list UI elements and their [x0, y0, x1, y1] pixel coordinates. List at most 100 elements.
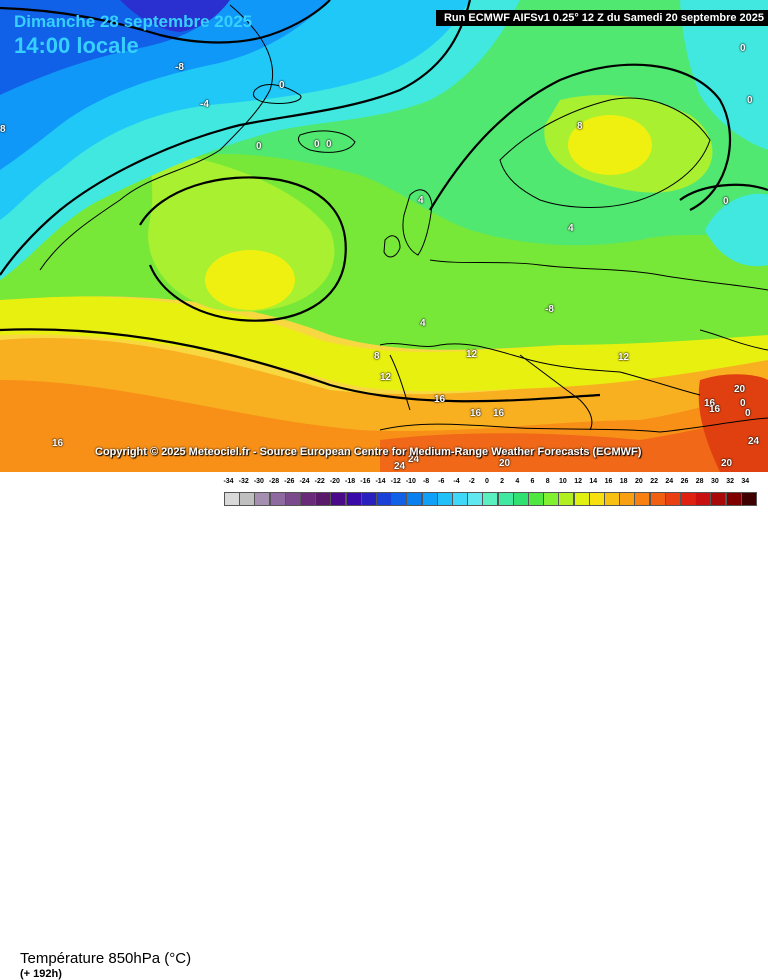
isotherm-label: 16	[493, 408, 505, 419]
scale-tick-label: -2	[468, 478, 475, 485]
isotherm-12	[0, 328, 601, 403]
central-europe-coast	[429, 259, 768, 291]
scale-swatch	[543, 492, 560, 506]
scale-swatch	[406, 492, 423, 506]
band-12	[0, 296, 768, 392]
scale-swatch	[254, 492, 271, 506]
scale-swatch	[300, 492, 316, 506]
isotherm-0	[0, 0, 472, 276]
scale-tick-label: 2	[500, 478, 505, 485]
scale-tick-label: -6	[438, 478, 445, 485]
warm-band-24	[380, 410, 768, 472]
scale-swatch	[224, 492, 240, 506]
isotherm-label: 0	[723, 196, 729, 207]
isotherm-0-east	[679, 183, 768, 201]
warm-band-turkey	[698, 374, 768, 472]
italy-coast	[519, 354, 593, 431]
isotherm-label: 20	[721, 458, 733, 469]
isotherm-label: 0	[740, 398, 746, 409]
temperature-map: Dimanche 28 septembre 2025 14:00 locale …	[0, 0, 768, 472]
cold-pocket-northeast	[680, 0, 768, 150]
scale-tick-label: -28	[269, 478, 280, 485]
scale-tick-label: 20	[634, 478, 643, 485]
scale-swatch	[345, 492, 362, 506]
scale-tick-label: -32	[238, 478, 249, 485]
scale-swatch	[740, 492, 757, 506]
isotherm-label: 12	[466, 349, 478, 360]
scale-tick-label: -26	[284, 478, 295, 485]
scale-swatch	[619, 492, 636, 506]
forecast-date: Dimanche 28 septembre 2025	[14, 12, 253, 31]
isotherm-label: 12	[380, 372, 392, 383]
isotherm-label: 4	[420, 318, 426, 329]
isotherm-label: 24	[394, 461, 406, 472]
scale-tick-label: -14	[375, 478, 386, 485]
scale-swatch	[649, 492, 666, 506]
scale-swatch	[330, 492, 347, 506]
forecast-time: 14:00 locale	[14, 33, 139, 58]
isotherm-label: -8	[175, 62, 184, 73]
map-canvas	[0, 0, 768, 472]
black-sea-coast	[699, 329, 768, 351]
scale-swatch	[528, 492, 544, 506]
scale-swatch	[725, 492, 742, 506]
scale-swatch	[573, 492, 590, 506]
ireland-coast	[383, 235, 401, 258]
isotherm-8-atlantic	[139, 176, 347, 322]
scale-swatch	[680, 492, 696, 506]
scale-tick-label: 18	[619, 478, 628, 485]
scale-swatch	[664, 492, 681, 506]
scale-tick-label: -30	[253, 478, 264, 485]
scale-swatch	[604, 492, 620, 506]
scale-tick-label: 24	[665, 478, 674, 485]
scale-tick-label: -22	[314, 478, 325, 485]
isotherm-lines	[0, 0, 768, 403]
scale-swatch	[710, 492, 727, 506]
isotherm-label: 16	[52, 438, 64, 449]
isotherm-label: 0	[256, 141, 262, 152]
isotherm-label: 16	[709, 404, 721, 415]
copyright-notice: Copyright © 2025 Meteociel.fr - Source E…	[95, 446, 642, 458]
isotherm-label: 16	[470, 408, 482, 419]
scandinavia-coast	[499, 97, 711, 208]
scale-swatch	[315, 492, 332, 506]
isotherm-label: 16	[704, 398, 716, 409]
coastlines	[39, 4, 768, 433]
scale-swatch	[421, 492, 438, 506]
svalbard-coast	[253, 84, 302, 104]
isotherm-label: 0	[745, 408, 751, 419]
scale-tick-label: 28	[695, 478, 704, 485]
scale-tick-label: -18	[345, 478, 356, 485]
scale-tick-label: 8	[545, 478, 550, 485]
scale-tick-label: 6	[530, 478, 535, 485]
warm-pocket-atlantic	[205, 250, 295, 310]
greenland-coast	[39, 4, 274, 271]
iberia-coast	[389, 354, 411, 411]
scale-swatch	[512, 492, 529, 506]
scale-swatch	[360, 492, 377, 506]
isotherm-label: 8	[374, 351, 380, 362]
legend-subtitle: (+ 192h)	[20, 968, 62, 980]
isotherm-label: 0	[326, 139, 332, 150]
scale-swatch	[634, 492, 651, 506]
isotherm-label: 0	[279, 80, 285, 91]
isotherm-label: 4	[568, 223, 574, 234]
isotherm-label: 16	[434, 394, 446, 405]
scale-tick-label: -4	[453, 478, 460, 485]
scale-tick-label: 12	[574, 478, 582, 485]
isotherm-label: -8	[545, 304, 554, 315]
isotherm-label: 8	[0, 124, 6, 135]
isotherm-label: -4	[200, 99, 209, 110]
scale-swatch	[558, 492, 575, 506]
warm-pocket-scandinavia	[568, 115, 652, 175]
scale-tick-label: 4	[515, 478, 520, 485]
isotherm-label: 24	[408, 454, 420, 465]
scale-swatch	[452, 492, 468, 506]
isotherm-label: 20	[734, 384, 746, 395]
scale-swatch	[269, 492, 286, 506]
scale-tick-label: -24	[299, 478, 310, 485]
scale-tick-label: -16	[360, 478, 371, 485]
isotherm-minus-8	[0, 0, 331, 44]
scale-swatch	[284, 492, 301, 506]
scale-swatch	[497, 492, 514, 506]
